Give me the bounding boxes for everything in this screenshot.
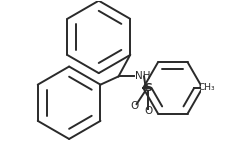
Text: CH₃: CH₃ [198,83,215,92]
Text: NH: NH [135,71,150,81]
Text: O: O [144,106,152,116]
Text: S: S [144,83,152,93]
Text: O: O [131,101,139,111]
